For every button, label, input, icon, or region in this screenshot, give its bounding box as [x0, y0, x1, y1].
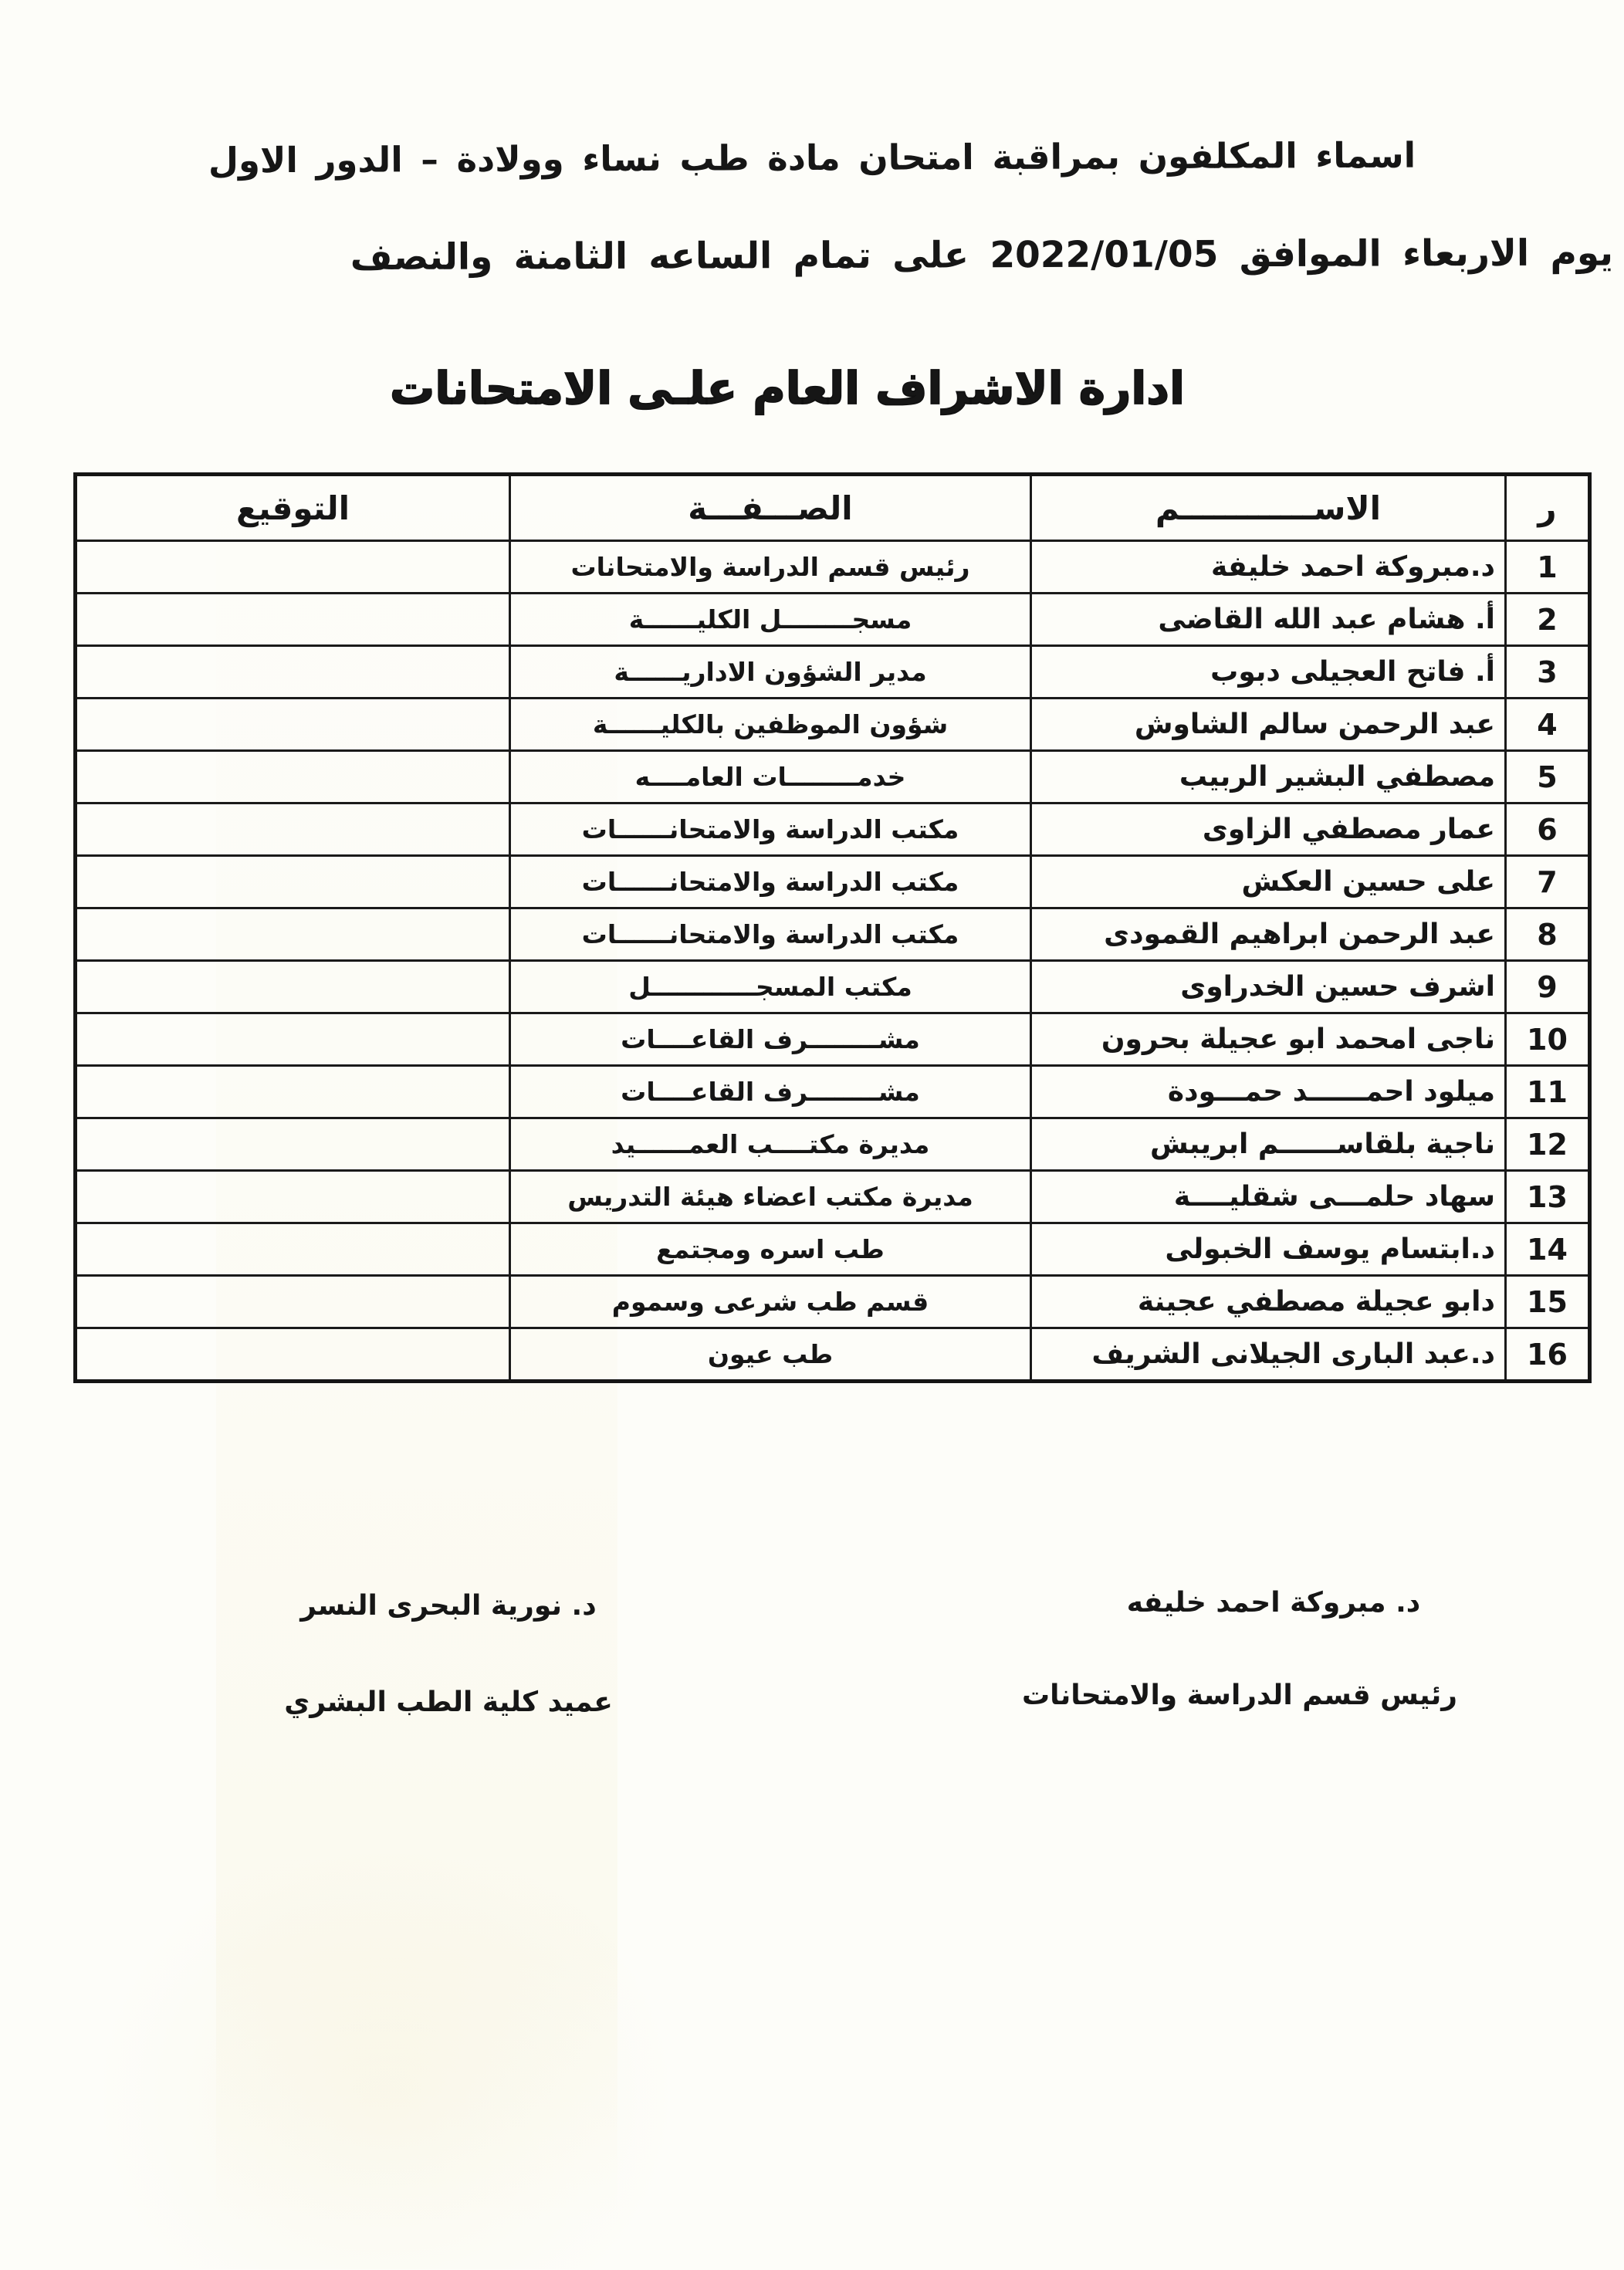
table-row: 3 أ. فاتح العجيلى دبوب مدير الشؤون الاداري… [74, 644, 1591, 699]
cell-role: مكتب الدراسة والامتحانــــــات [509, 907, 1032, 962]
cell-signature [74, 644, 511, 699]
cell-signature [74, 907, 511, 962]
table-row: 5 مصطفي البشير الربيب خدمــــــــات العامـ… [74, 749, 1591, 804]
signatory-right-name: د. مبروكة احمد خليفه [1126, 1587, 1421, 1619]
cell-index: 15 [1504, 1274, 1591, 1329]
cell-name: عمار مصطفي الزاوى [1030, 802, 1507, 857]
table-row: 1 د.مبروكة احمد خليفة رئيس قسم الدراسة وال… [74, 540, 1591, 594]
cell-name: دابو عجيلة مصطفي عجينة [1030, 1274, 1507, 1329]
table-row: 7 على حسين العكش مكتب الدراسة والامتحانـــ… [74, 854, 1591, 909]
cell-signature [74, 1064, 511, 1119]
cell-signature [74, 1327, 511, 1382]
cell-name: مصطفي البشير الربيب [1030, 749, 1507, 804]
column-header-name: الاســــــــــــم [1030, 473, 1507, 542]
cell-role: خدمــــــــات العامــــه [509, 749, 1032, 804]
cell-role: مكتب الدراسة والامتحانــــــات [509, 854, 1032, 909]
cell-name: د.مبروكة احمد خليفة [1030, 540, 1507, 594]
table-row: 14 د.ابتسام يوسف الخبولى طب اسره ومجتمع [74, 1222, 1591, 1277]
cell-name: ناجية بلقاســــــم ابريبش [1030, 1117, 1507, 1172]
table-row: 2 أ. هشام عبد الله القاضى مسجــــــــل الك… [74, 592, 1591, 647]
cell-signature [74, 1222, 511, 1277]
cell-name: عبد الرحمن سالم الشاوش [1030, 697, 1507, 752]
exam-datetime-line: يوم الاربعاء الموافق 2022/01/05 على تمام… [350, 232, 1614, 279]
cell-name: د.ابتسام يوسف الخبولى [1030, 1222, 1507, 1277]
cell-signature [74, 540, 511, 594]
cell-index: 14 [1504, 1222, 1591, 1277]
table-row: 12 ناجية بلقاســــــم ابريبش مديرة مكتــــ… [74, 1117, 1591, 1172]
table-row: 4 عبد الرحمن سالم الشاوش شؤون الموظفين بال… [74, 697, 1591, 752]
cell-role: مكتب المسجــــــــــــل [509, 959, 1032, 1014]
cell-name: أ. فاتح العجيلى دبوب [1030, 644, 1507, 699]
cell-role: قسم طب شرعى وسموم [509, 1274, 1032, 1329]
cell-signature [74, 802, 511, 857]
cell-name: عبد الرحمن ابراهيم القمودى [1030, 907, 1507, 962]
cell-index: 4 [1504, 697, 1591, 752]
cell-index: 3 [1504, 644, 1591, 699]
signatory-left-name: د. نورية البحرى النسر [300, 1590, 597, 1622]
cell-role: مشــــــــرف القاعــــات [509, 1012, 1032, 1067]
signatory-right-title: رئيس قسم الدراسة والامتحانات [1022, 1680, 1457, 1711]
cell-index: 13 [1504, 1169, 1591, 1224]
cell-signature [74, 1274, 511, 1329]
section-title: ادارة الاشراف العام علـى الامتحانات [389, 361, 1186, 415]
cell-signature [74, 959, 511, 1014]
table-row: 6 عمار مصطفي الزاوى مكتب الدراسة والامتحان… [74, 802, 1591, 857]
cell-signature [74, 1117, 511, 1172]
cell-index: 6 [1504, 802, 1591, 857]
cell-role: طب اسره ومجتمع [509, 1222, 1032, 1277]
scan-artifact-blob [93, 1837, 679, 2269]
cell-name: اشرف حسين الخدراوى [1030, 959, 1507, 1014]
cell-signature [74, 1012, 511, 1067]
cell-index: 16 [1504, 1327, 1591, 1382]
column-header-index: ر [1504, 473, 1591, 542]
signatory-left-title: عميد كلية الطب البشري [284, 1686, 613, 1718]
cell-name: أ. هشام عبد الله القاضى [1030, 592, 1507, 647]
document-title-line: اسماء المكلفون بمراقبة امتحان مادة طب نس… [208, 134, 1416, 181]
cell-index: 9 [1504, 959, 1591, 1014]
cell-index: 10 [1504, 1012, 1591, 1067]
cell-role: مديرة مكتــــب العمــــــيد [509, 1117, 1032, 1172]
table-row: 15 دابو عجيلة مصطفي عجينة قسم طب شرعى وسمو… [74, 1274, 1591, 1329]
cell-index: 5 [1504, 749, 1591, 804]
table-row: 16 د.عبد البارى الجيلانى الشريف طب عيون [74, 1327, 1591, 1382]
cell-name: على حسين العكش [1030, 854, 1507, 909]
cell-role: مسجــــــــل الكليــــــة [509, 592, 1032, 647]
table-body: 1 د.مبروكة احمد خليفة رئيس قسم الدراسة وال… [74, 540, 1591, 1382]
table-row: 9 اشرف حسين الخدراوى مكتب المسجـــــــــــ… [74, 959, 1591, 1014]
cell-role: مشــــــــرف القاعــــات [509, 1064, 1032, 1119]
cell-signature [74, 592, 511, 647]
table-row: 13 سهاد حلمـــى شقليــــة مديرة مكتب اعضاء… [74, 1169, 1591, 1224]
table-row: 11 ميلود احمــــــد حمـــودة مشــــــــرف … [74, 1064, 1591, 1119]
cell-name: د.عبد البارى الجيلانى الشريف [1030, 1327, 1507, 1382]
cell-index: 12 [1504, 1117, 1591, 1172]
cell-role: مديرة مكتب اعضاء هيئة التدريس [509, 1169, 1032, 1224]
cell-signature [74, 1169, 511, 1224]
cell-index: 7 [1504, 854, 1591, 909]
column-header-role: الصـــفـــة [509, 473, 1032, 542]
table-header-row: ر الاســــــــــــم الصـــفـــة التوقيع [74, 473, 1591, 542]
cell-signature [74, 697, 511, 752]
cell-role: مكتب الدراسة والامتحانــــــات [509, 802, 1032, 857]
cell-index: 1 [1504, 540, 1591, 594]
cell-role: مدير الشؤون الاداريــــــة [509, 644, 1032, 699]
cell-role: طب عيون [509, 1327, 1032, 1382]
cell-name: سهاد حلمـــى شقليــــة [1030, 1169, 1507, 1224]
cell-role: شؤون الموظفين بالكليــــــة [509, 697, 1032, 752]
table-row: 10 ناجى امحمد ابو عجيلة بحرون مشــــــــرف… [74, 1012, 1591, 1067]
cell-index: 2 [1504, 592, 1591, 647]
cell-signature [74, 749, 511, 804]
cell-index: 8 [1504, 907, 1591, 962]
cell-name: ناجى امحمد ابو عجيلة بحرون [1030, 1012, 1507, 1067]
column-header-signature: التوقيع [74, 473, 511, 542]
cell-name: ميلود احمــــــد حمـــودة [1030, 1064, 1507, 1119]
cell-index: 11 [1504, 1064, 1591, 1119]
table-row: 8 عبد الرحمن ابراهيم القمودى مكتب الدراسة … [74, 907, 1591, 962]
cell-signature [74, 854, 511, 909]
cell-role: رئيس قسم الدراسة والامتحانات [509, 540, 1032, 594]
supervisors-table: ر الاســــــــــــم الصـــفـــة التوقيع … [73, 472, 1592, 1383]
